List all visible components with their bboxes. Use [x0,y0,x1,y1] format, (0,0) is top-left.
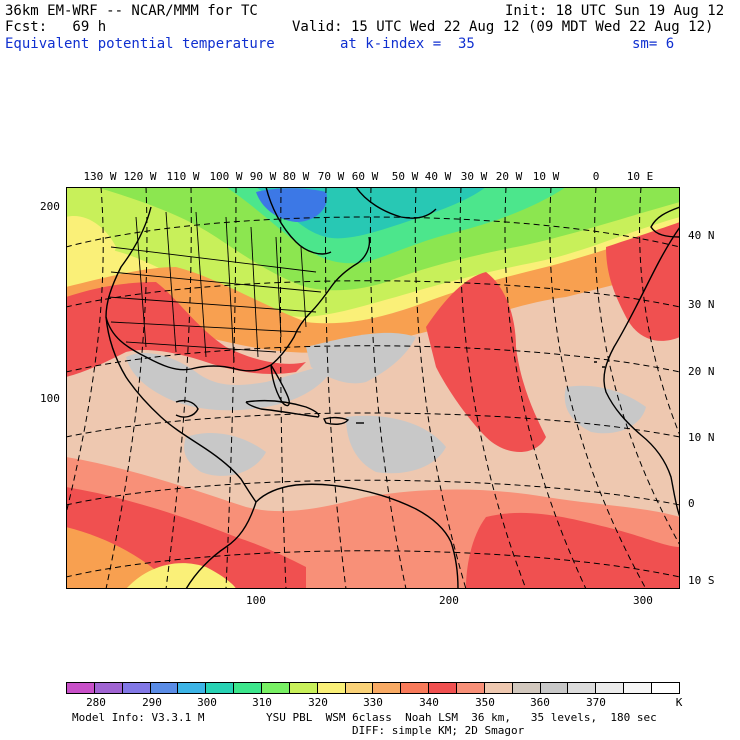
legend-swatch [345,683,374,693]
field-name: Equivalent potential temperature [5,36,275,52]
legend-swatch [596,683,625,693]
legend-label: 310 [252,696,272,709]
grid-x-label-300: 300 [633,594,653,607]
longitude-label: 80 W [282,170,310,183]
legend-swatch [206,683,235,693]
field-fill-gray-caribbean [184,432,266,476]
field-fill-gray-east [564,385,646,434]
legend-swatch [122,683,151,693]
map-frame [66,187,680,589]
latitude-label: 40 N [688,229,715,242]
legend-swatch [262,683,290,693]
longitude-label: 100 W [209,170,243,183]
legend-label: 320 [308,696,328,709]
legend-label: K [675,696,683,709]
legend-swatch [317,683,346,693]
state-borders [107,211,322,363]
field-fill-gray-gulf [126,352,336,411]
physics-line-2: DIFF: simple KM; 2D Smagor [352,724,525,737]
longitude-label: 10 W [532,170,560,183]
coastlines [105,187,680,589]
legend-label: 300 [197,696,217,709]
latitude-label: 10 S [688,574,715,587]
legend-label: 290 [142,696,162,709]
field-fill-red [66,282,306,377]
forecast-hour: Fcst: 69 h [5,19,107,35]
legend-swatch [401,683,430,693]
theta-e-map [66,187,680,589]
field-fill-orange [66,227,680,353]
latitude-label: 20 N [688,365,715,378]
field-fill-gray-tropics [346,415,446,474]
grid-y-label-200: 200 [40,200,60,213]
longitude-label: 60 W [351,170,379,183]
grid-x-label-200: 200 [439,594,459,607]
latitude-label: 0 [688,497,695,510]
legend-swatch [289,683,318,693]
longitude-label: 130 W [83,170,117,183]
init-time: Init: 18 UTC Sun 19 Aug 12 [505,3,725,19]
legend-swatch [484,683,513,693]
legend-label: 360 [530,696,550,709]
legend-label: 330 [363,696,383,709]
legend-swatch [540,683,569,693]
legend-swatch [512,683,541,693]
longitude-label: 110 W [166,170,200,183]
legend-label: 280 [86,696,106,709]
longitude-label: 70 W [317,170,345,183]
smoothing-info: sm= 6 [632,36,675,52]
legend-swatch [568,683,597,693]
longitude-label: 10 E [626,170,654,183]
field-fill-red-southeast [466,512,680,589]
physics-line-1: YSU PBL WSM 6class Noah LSM 36 km, 35 le… [266,711,657,724]
longitude-label: 120 W [123,170,157,183]
field-fill-red-east [606,222,680,341]
legend-label: 370 [586,696,606,709]
model-info: Model Info: V3.3.1 M [72,711,205,724]
level-info: at k-index = 35 [340,36,475,52]
longitude-label: 30 W [460,170,488,183]
legend-swatch [457,683,485,693]
field-fill-yellow-southwest [126,563,236,589]
valid-time: Valid: 15 UTC Wed 22 Aug 12 (09 MDT Wed … [292,19,714,35]
legend-swatch [178,683,207,693]
model-title: 36km EM-WRF -- NCAR/MMM for TC [5,3,258,19]
field-fill-blue [256,188,327,222]
longitude-label: 90 W [249,170,277,183]
longitude-label: 20 W [495,170,523,183]
grid-x-label-100: 100 [246,594,266,607]
legend-swatch [150,683,179,693]
field-fill-red-atlantic [426,272,546,452]
latitude-label: 30 N [688,298,715,311]
legend-swatch [94,683,123,693]
latitude-label: 10 N [688,431,715,444]
legend-swatch [373,683,402,693]
legend-label: 340 [419,696,439,709]
longitude-label: 0 [592,170,600,183]
lat-lon-grid [66,187,680,589]
legend-label: 350 [475,696,495,709]
longitude-label: 50 W [391,170,419,183]
legend-swatch [429,683,458,693]
legend-swatch [652,683,679,693]
grid-y-label-100: 100 [40,392,60,405]
color-scale-legend [66,682,680,694]
legend-swatch [624,683,653,693]
legend-swatch [67,683,95,693]
legend-swatch [234,683,263,693]
field-fill-yellow-west [66,216,116,269]
longitude-label: 40 W [424,170,452,183]
